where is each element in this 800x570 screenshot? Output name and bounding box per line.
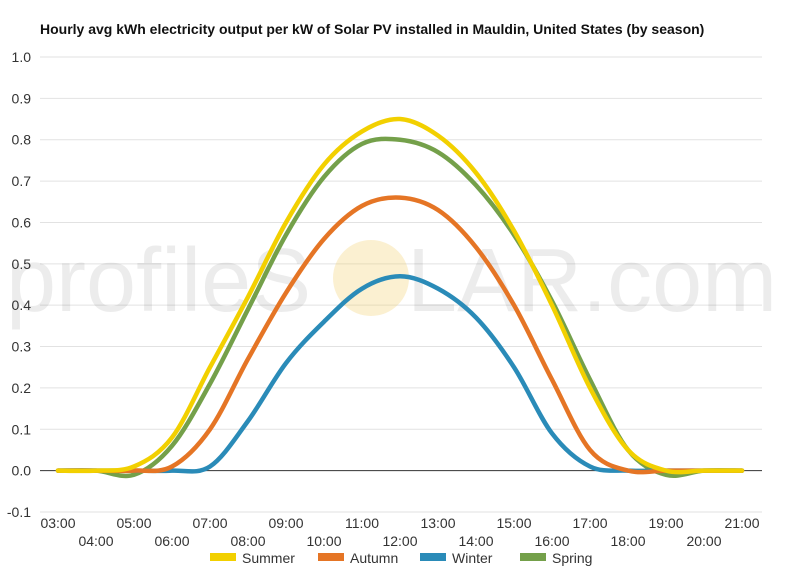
x-tick-label: 12:00: [382, 533, 417, 549]
series-line-autumn: [55, 195, 745, 475]
x-tick-label: 10:00: [306, 533, 341, 549]
x-tick-label: 07:00: [192, 515, 227, 531]
y-tick-label: 0.8: [12, 132, 32, 148]
y-tick-label: 0.0: [12, 463, 32, 479]
y-tick-label: 0.9: [12, 90, 32, 106]
x-tick-label: 20:00: [686, 533, 721, 549]
y-tick-label: 0.1: [12, 421, 32, 437]
x-tick-label: 08:00: [230, 533, 265, 549]
y-tick-label: 0.5: [12, 256, 32, 272]
series-line-summer: [55, 116, 745, 475]
y-axis-ticks: -0.1 0.0 0.1 0.2 0.3 0.4 0.5 0.6 0.7 0.8 0.9 1.0: [7, 49, 31, 520]
legend: Summer Autumn Winter Spring: [210, 550, 592, 566]
y-tick-label: 1.0: [12, 49, 32, 65]
watermark-text-left: profileS: [6, 231, 311, 331]
x-axis-ticks: 03:0004:0005:0006:0007:0008:0009:0010:00…: [40, 515, 759, 549]
y-tick-label: 0.2: [12, 380, 32, 396]
x-tick-label: 21:00: [724, 515, 759, 531]
y-tick-label: 0.4: [12, 297, 32, 313]
x-tick-label: 04:00: [78, 533, 113, 549]
y-tick-label: -0.1: [7, 504, 31, 520]
x-tick-label: 06:00: [154, 533, 189, 549]
x-tick-label: 09:00: [268, 515, 303, 531]
watermark: profileS LAR.com: [6, 231, 777, 331]
x-tick-label: 17:00: [572, 515, 607, 531]
y-tick-label: 0.6: [12, 214, 32, 230]
legend-swatch-spring: [520, 553, 546, 561]
x-tick-label: 14:00: [458, 533, 493, 549]
x-tick-label: 15:00: [496, 515, 531, 531]
legend-label-spring: Spring: [552, 550, 592, 566]
x-tick-label: 03:00: [40, 515, 75, 531]
y-tick-label: 0.7: [12, 173, 32, 189]
legend-label-winter: Winter: [452, 550, 493, 566]
x-tick-label: 05:00: [116, 515, 151, 531]
legend-swatch-winter: [420, 553, 446, 561]
legend-label-summer: Summer: [242, 550, 295, 566]
x-tick-label: 11:00: [345, 515, 379, 531]
y-tick-label: 0.3: [12, 339, 32, 355]
watermark-text-right: LAR.com: [407, 231, 777, 331]
chart-title: Hourly avg kWh electricity output per kW…: [40, 21, 704, 37]
x-tick-label: 16:00: [534, 533, 569, 549]
legend-label-autumn: Autumn: [350, 550, 398, 566]
x-tick-label: 18:00: [610, 533, 645, 549]
legend-swatch-autumn: [318, 553, 344, 561]
x-tick-label: 19:00: [648, 515, 683, 531]
x-tick-label: 13:00: [420, 515, 455, 531]
series-lines: [55, 116, 745, 479]
legend-swatch-summer: [210, 553, 236, 561]
